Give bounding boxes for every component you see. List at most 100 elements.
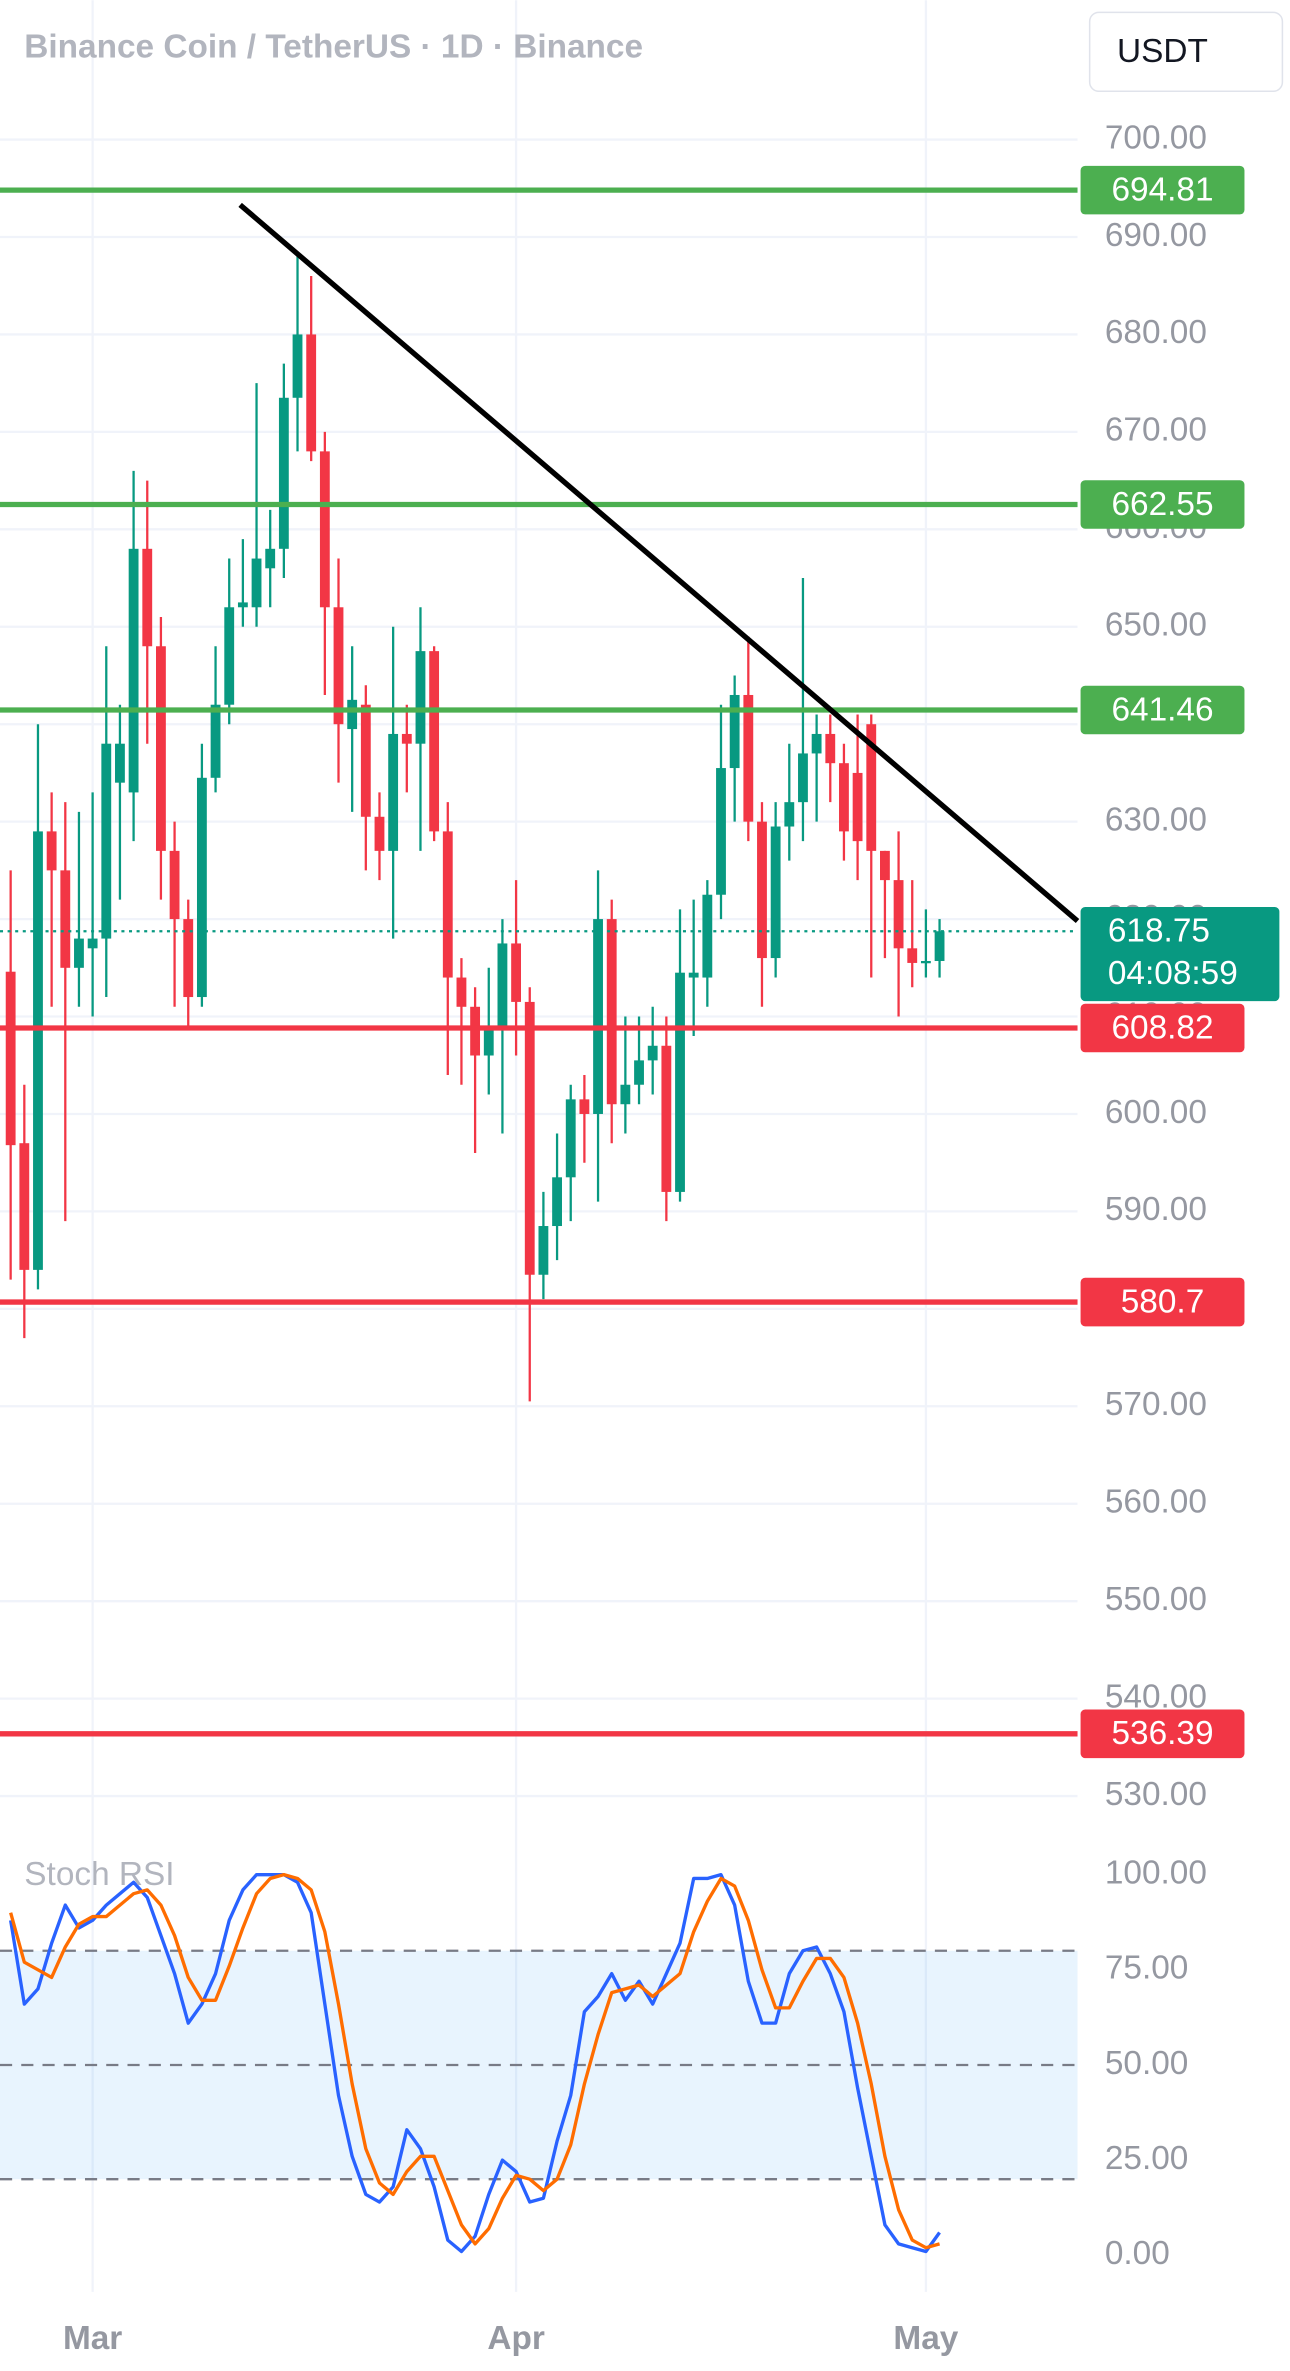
candle-body	[511, 943, 522, 1002]
candle-body	[565, 1099, 576, 1178]
candle-body	[920, 960, 931, 964]
candle-body	[265, 548, 276, 569]
candle-body	[169, 850, 180, 920]
candle-body	[907, 948, 918, 963]
candle-body	[934, 931, 945, 961]
candle-body	[60, 870, 71, 968]
candle-body	[415, 651, 426, 744]
candle-body	[292, 334, 303, 398]
chart-title: Binance Coin / TetherUS · 1D · Binance	[24, 29, 643, 66]
candle-body	[442, 831, 453, 978]
level-label: 608.82	[1111, 1009, 1213, 1046]
candle-body	[661, 1045, 672, 1192]
candle-body	[237, 602, 248, 608]
candle-body	[579, 1099, 590, 1114]
candle-body	[374, 816, 385, 851]
y-tick-label: 75.00	[1105, 1950, 1189, 1987]
level-label: 662.55	[1111, 486, 1213, 523]
y-tick-label: 680.00	[1105, 314, 1207, 351]
marks	[5, 256, 945, 2254]
candle-body	[128, 548, 139, 793]
level-label: 536.39	[1111, 1715, 1213, 1752]
y-tick-label: 0.00	[1105, 2235, 1170, 2272]
candle-body	[839, 763, 849, 832]
y-tick-label: 570.00	[1105, 1386, 1207, 1423]
candle-body	[634, 1060, 644, 1085]
currency-button[interactable]	[1088, 11, 1284, 93]
grid	[0, 0, 1078, 2292]
trendline	[238, 202, 1080, 924]
candle-body	[19, 1143, 30, 1270]
candle-body	[319, 451, 330, 608]
countdown-label: 04:08:59	[1108, 955, 1238, 992]
currency-label[interactable]: USDT	[1117, 33, 1208, 70]
y-tick-label: 600.00	[1105, 1094, 1207, 1131]
level-badge	[1080, 165, 1245, 215]
candle-body	[115, 743, 125, 783]
candle-body	[483, 1026, 494, 1056]
candle-body	[278, 397, 289, 549]
y-tick-label: 630.00	[1105, 801, 1207, 838]
x-tick-label: May	[893, 2320, 958, 2357]
candle-body	[33, 831, 43, 1270]
candle-body	[497, 943, 508, 1027]
candle-body	[224, 607, 235, 705]
level-label: 641.46	[1111, 691, 1213, 728]
candle-body	[811, 733, 822, 754]
candle-body	[729, 694, 740, 769]
candle-body	[675, 972, 685, 1192]
candle-body	[866, 724, 877, 851]
candle-body	[770, 826, 781, 959]
y-tick-label: 690.00	[1105, 217, 1207, 254]
indicator-line	[9, 1872, 941, 2254]
y-tick-label: 700.00	[1105, 119, 1207, 156]
candle-body	[306, 334, 317, 452]
candle-body	[46, 831, 57, 871]
y-tick-label: 560.00	[1105, 1484, 1207, 1521]
candle-body	[784, 802, 795, 827]
indicator-line	[9, 1872, 941, 2250]
candle-body	[183, 919, 194, 998]
y-tick-label: 100.00	[1105, 1854, 1207, 1891]
candle-body	[470, 1006, 481, 1056]
candle-body	[388, 733, 399, 851]
candle-body	[74, 938, 84, 968]
candle-body	[538, 1226, 549, 1275]
candle-body	[880, 850, 890, 881]
candle-body	[606, 919, 617, 1105]
candle-body	[142, 548, 153, 647]
level-badge	[1080, 480, 1245, 529]
candle-body	[251, 558, 262, 608]
candle-body	[156, 646, 166, 851]
candle-body	[429, 651, 440, 832]
candle-body	[347, 699, 358, 730]
last-price-badge	[1080, 906, 1280, 1002]
candle-body	[852, 772, 863, 842]
candle-body	[743, 694, 754, 822]
level-badge	[1080, 1709, 1245, 1759]
level-badge	[1080, 685, 1245, 735]
candle-body	[333, 607, 344, 725]
indicator-title: Stoch RSI	[24, 1856, 174, 1893]
candle-body	[688, 972, 699, 978]
overlay: Mar Apr May 530.00 540.00 550.00 560.00 570.00 5…	[0, 119, 1280, 2357]
y-tick-label: 670.00	[1105, 412, 1207, 449]
candle-body	[456, 977, 467, 1007]
candle-body	[5, 971, 16, 1146]
y-tick-label: 530.00	[1105, 1776, 1207, 1813]
candle-body	[825, 733, 836, 764]
candle-body	[87, 938, 98, 949]
x-tick-label: Apr	[487, 2320, 544, 2357]
y-tick-label: 540.00	[1105, 1678, 1207, 1715]
candle-body	[702, 894, 713, 978]
candle-body	[196, 777, 207, 998]
y-tick-label: 25.00	[1105, 2140, 1189, 2177]
y-tick-label: 550.00	[1105, 1581, 1207, 1618]
candle-body	[716, 768, 726, 895]
y-tick-label: 590.00	[1105, 1191, 1207, 1228]
y-tick-label: 50.00	[1105, 2045, 1189, 2082]
candle-body	[893, 880, 904, 949]
candle-body	[401, 733, 412, 744]
